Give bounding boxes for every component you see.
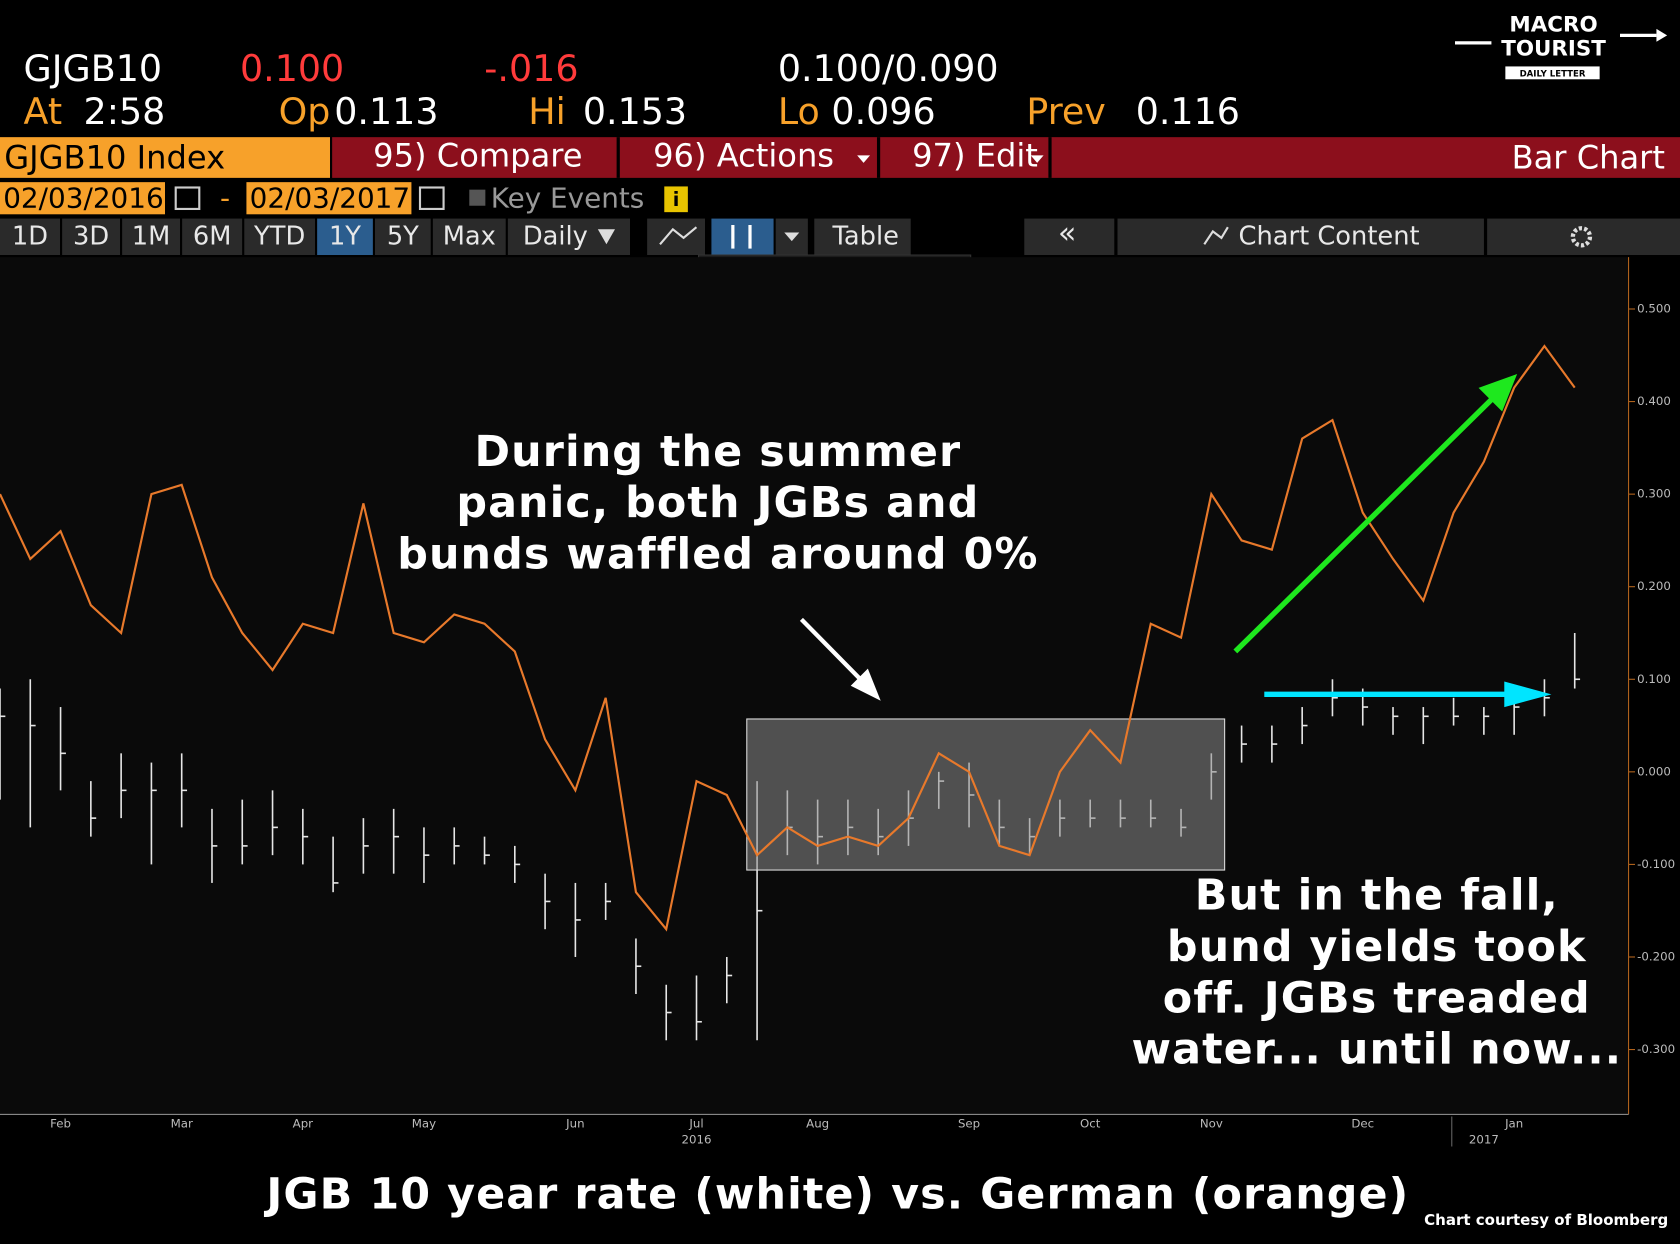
ticker: GJGB10 <box>24 47 162 90</box>
x-tick-label: Jan <box>1504 1116 1523 1130</box>
menu-compare[interactable]: 95) Compare <box>373 137 582 175</box>
y-tick-label: 0.000 <box>1637 764 1671 778</box>
y-tick-label: -0.100 <box>1637 857 1675 871</box>
open: 0.113 <box>334 90 438 133</box>
logo: MACRO TOURIST DAILY LETTER <box>1455 13 1668 79</box>
security-box[interactable] <box>0 137 330 178</box>
period-button[interactable] <box>432 218 506 256</box>
credit: Chart courtesy of Bloomberg <box>1424 1211 1668 1229</box>
y-tick-label: 0.500 <box>1637 301 1671 315</box>
y-tick-label: 0.100 <box>1637 672 1671 686</box>
caption: JGB 10 year rate (white) vs. German (ora… <box>263 1169 1409 1219</box>
date-separator: - <box>220 181 230 214</box>
annotation-line: bund yields took <box>1167 922 1587 972</box>
x-tick-label: Aug <box>806 1116 829 1130</box>
menu-actions[interactable]: 96) Actions <box>653 137 834 175</box>
period-label[interactable]: 3D <box>73 221 109 251</box>
x-tick-label: Sep <box>958 1116 980 1130</box>
annotation-line: water... until now... <box>1131 1025 1622 1075</box>
y-tick-label: 0.200 <box>1637 579 1671 593</box>
x-tick-label: Oct <box>1080 1116 1101 1130</box>
period-label[interactable]: 1Y <box>329 221 361 251</box>
highlight-box <box>746 718 1226 871</box>
key-events[interactable]: Key Events <box>491 181 645 214</box>
chart-content-button[interactable]: Chart Content <box>1239 221 1420 251</box>
x-tick-label: Jun <box>565 1116 584 1130</box>
annotation-line: bunds waffled around 0% <box>397 530 1038 580</box>
period-label[interactable]: 6M <box>193 221 232 251</box>
toolbar: 1D 3D 1M 6M YTD 1Y 5Y Max Daily <box>0 218 630 256</box>
logo-text: MACRO <box>1509 13 1597 38</box>
period-label[interactable]: 5Y <box>387 221 419 251</box>
change: -.016 <box>484 47 578 90</box>
start-date-box[interactable] <box>0 182 165 215</box>
high-label: Hi <box>528 90 565 133</box>
period-button[interactable] <box>0 218 60 256</box>
y-tick-label: 0.300 <box>1637 487 1671 501</box>
x-tick-label: Mar <box>171 1116 193 1130</box>
key-events-checkbox[interactable] <box>469 189 486 206</box>
x-tick-label: Apr <box>293 1116 314 1130</box>
period-label[interactable]: 1M <box>132 221 171 251</box>
security[interactable]: GJGB10 Index <box>4 139 225 177</box>
menu-bar <box>332 137 1680 178</box>
prev-label: Prev <box>1026 90 1105 133</box>
y-tick-label: -0.200 <box>1637 949 1675 963</box>
annotation-line: During the summer <box>475 427 962 477</box>
period-label[interactable]: YTD <box>253 221 305 251</box>
time: 2:58 <box>84 90 166 133</box>
x-tick-label: Dec <box>1351 1116 1374 1130</box>
annotation-line: panic, both JGBs and <box>456 478 979 528</box>
annotation-line: But in the fall, <box>1195 870 1559 920</box>
x-tick-label: Feb <box>50 1116 71 1130</box>
table-button[interactable]: Table <box>831 221 898 251</box>
period-button[interactable] <box>317 218 373 256</box>
x-sublabel: 2016 <box>682 1133 712 1147</box>
plot: -0.300 -0.200 -0.100 0.000 0.100 0.200 0.300 0.… <box>0 301 1675 1147</box>
end-date[interactable]: 02/03/2017 <box>250 181 410 214</box>
bid-ask: 0.100/0.090 <box>778 47 999 90</box>
open-label: Op <box>279 90 331 133</box>
period-button[interactable] <box>182 218 243 256</box>
x-tick-label: Jul <box>688 1116 703 1130</box>
period-button[interactable] <box>244 218 315 256</box>
x-sublabel: 2017 <box>1469 1133 1499 1147</box>
x-tick-label: Nov <box>1200 1116 1223 1130</box>
svg-text:i: i <box>673 188 680 211</box>
line-series <box>0 344 1576 932</box>
plot-overlay <box>0 344 1576 932</box>
svg-text:«: « <box>1058 216 1076 251</box>
period-button[interactable] <box>375 218 431 256</box>
last-price: 0.100 <box>240 47 344 90</box>
arrows <box>799 373 1552 708</box>
period-label[interactable]: 1D <box>12 221 48 251</box>
prev: 0.116 <box>1136 90 1240 133</box>
dropdown-icon <box>597 229 615 245</box>
x-tick-label: May <box>412 1116 436 1130</box>
chart-kind[interactable]: Bar Chart <box>1512 139 1665 177</box>
period-button[interactable] <box>122 218 180 256</box>
y-tick-label: -0.300 <box>1637 1042 1675 1056</box>
period-label[interactable]: Max <box>443 221 496 251</box>
end-date-box[interactable] <box>246 182 412 215</box>
low-label: Lo <box>778 90 820 133</box>
start-date[interactable]: 02/03/2016 <box>3 181 163 214</box>
plot-area <box>0 257 1629 1115</box>
logo-text: DAILY LETTER <box>1520 69 1586 79</box>
annotation-line: off. JGBs treaded <box>1163 973 1591 1023</box>
high: 0.153 <box>583 90 687 133</box>
low: 0.096 <box>831 90 935 133</box>
frequency[interactable]: Daily <box>523 221 588 251</box>
menu-edit[interactable]: 97) Edit <box>912 137 1038 175</box>
y-tick-label: 0.400 <box>1637 394 1671 408</box>
logo-text: TOURIST <box>1501 36 1606 61</box>
period-button[interactable] <box>62 218 120 256</box>
at-label: At <box>24 90 63 133</box>
